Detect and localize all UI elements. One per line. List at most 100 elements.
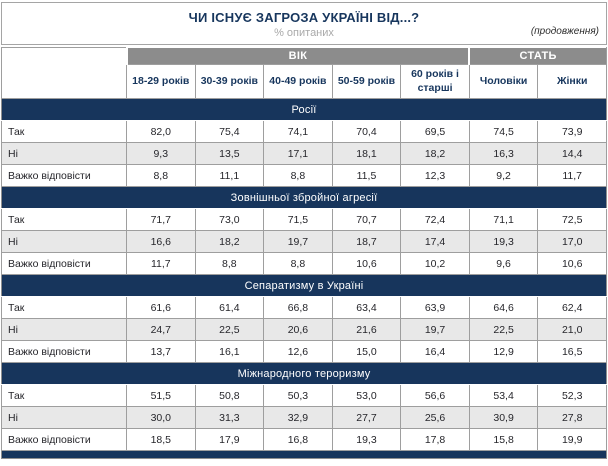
value-cell: 9,6 [468,252,539,275]
value-cell: 12,6 [263,340,333,363]
value-cell: 74,5 [468,120,539,143]
value-cell: 53,0 [331,384,402,407]
value-cell: 11,5 [331,164,402,187]
section-title: Росії [1,98,607,121]
value-cell: 31,3 [194,406,265,429]
value-cell: 16,1 [194,340,265,363]
value-cell: 19,7 [263,230,333,253]
survey-table: ВІК СТАТЬ 18-29 років 30-39 років 40-49 … [1,47,608,459]
table-row: Так 71,7 73,0 71,5 70,7 72,4 71,1 72,5 [1,208,607,231]
value-cell: 71,1 [468,208,539,231]
table-row: Ні 16,6 18,2 19,7 18,7 17,4 19,3 17,0 [1,230,607,253]
value-cell: 16,6 [126,230,196,253]
value-cell: 19,3 [468,230,539,253]
table-row: Ні 30,0 31,3 32,9 27,7 25,6 30,9 27,8 [1,406,607,429]
value-cell: 19,3 [331,428,402,451]
value-cell: 71,5 [263,208,333,231]
table-row: Важко відповісти 8,8 11,1 8,8 11,5 12,3 9,2 11,… [1,164,607,187]
value-cell: 10,6 [537,252,607,275]
value-cell: 11,1 [194,164,265,187]
value-cell: 73,0 [194,208,265,231]
column-header: 30-39 років [194,64,265,99]
column-header: Чоловіки [468,64,539,99]
row-label: Важко відповісти [1,252,127,275]
value-cell: 27,7 [331,406,402,429]
bottom-section-sliver-cell [1,450,607,459]
value-cell: 64,6 [468,296,539,319]
section-title: Міжнародного тероризму [1,362,607,385]
value-cell: 61,6 [126,296,196,319]
section-band: Міжнародного тероризму [1,362,607,385]
value-cell: 17,4 [400,230,470,253]
value-cell: 21,0 [537,318,607,341]
value-cell: 18,2 [194,230,265,253]
row-label: Важко відповісти [1,164,127,187]
value-cell: 30,9 [468,406,539,429]
group-header-age: ВІК [125,47,470,65]
value-cell: 74,1 [263,120,333,143]
value-cell: 18,7 [331,230,402,253]
table-row: Ні 24,7 22,5 20,6 21,6 19,7 22,5 21,0 [1,318,607,341]
title-box: ЧИ ІСНУЄ ЗАГРОЗА УКРАЇНІ ВІД...? % опита… [1,2,607,45]
value-cell: 13,5 [194,142,265,165]
row-label: Ні [1,406,127,429]
table-row: Ні 9,3 13,5 17,1 18,1 18,2 16,3 14,4 [1,142,607,165]
value-cell: 16,8 [263,428,333,451]
value-cell: 18,1 [331,142,402,165]
row-label: Ні [1,318,127,341]
table-row: Так 61,6 61,4 66,8 63,4 63,9 64,6 62,4 [1,296,607,319]
row-label: Так [1,120,127,143]
section-band: Зовнішньої збройної агресії [1,186,607,209]
value-cell: 12,9 [468,340,539,363]
table-row: Так 51,5 50,8 50,3 53,0 56,6 53,4 52,3 [1,384,607,407]
table-row: Важко відповісти 18,5 17,9 16,8 19,3 17,8 15,8… [1,428,607,451]
value-cell: 19,9 [537,428,607,451]
bottom-section-sliver [1,450,607,459]
value-cell: 17,0 [537,230,607,253]
row-label: Ні [1,230,127,253]
value-cell: 16,5 [537,340,607,363]
value-cell: 72,5 [537,208,607,231]
section-title: Зовнішньої збройної агресії [1,186,607,209]
value-cell: 50,3 [263,384,333,407]
value-cell: 15,0 [331,340,402,363]
value-cell: 30,0 [126,406,196,429]
row-label: Так [1,384,127,407]
value-cell: 11,7 [537,164,607,187]
value-cell: 10,6 [331,252,402,275]
value-cell: 75,4 [194,120,265,143]
value-cell: 56,6 [400,384,470,407]
table-row: Важко відповісти 13,7 16,1 12,6 15,0 16,4 12,9… [1,340,607,363]
value-cell: 62,4 [537,296,607,319]
value-cell: 25,6 [400,406,470,429]
section-band: Росії [1,98,607,121]
value-cell: 70,4 [331,120,402,143]
value-cell: 71,7 [126,208,196,231]
value-cell: 8,8 [194,252,265,275]
value-cell: 32,9 [263,406,333,429]
value-cell: 9,2 [468,164,539,187]
row-label: Так [1,208,127,231]
row-label: Важко відповісти [1,428,127,451]
value-cell: 17,8 [400,428,470,451]
column-header: 60 років і старші [400,64,470,99]
value-cell: 69,5 [400,120,470,143]
value-cell: 53,4 [468,384,539,407]
value-cell: 9,3 [126,142,196,165]
value-cell: 63,4 [331,296,402,319]
value-cell: 14,4 [537,142,607,165]
value-cell: 8,8 [263,252,333,275]
value-cell: 82,0 [126,120,196,143]
value-cell: 63,9 [400,296,470,319]
value-cell: 16,4 [400,340,470,363]
value-cell: 16,3 [468,142,539,165]
column-header: 50-59 років [331,64,402,99]
column-header: 40-49 років [263,64,333,99]
value-cell: 17,9 [194,428,265,451]
value-cell: 66,8 [263,296,333,319]
column-header: 18-29 років [126,64,196,99]
value-cell: 17,1 [263,142,333,165]
value-cell: 13,7 [126,340,196,363]
group-header-gender: СТАТЬ [468,47,608,65]
